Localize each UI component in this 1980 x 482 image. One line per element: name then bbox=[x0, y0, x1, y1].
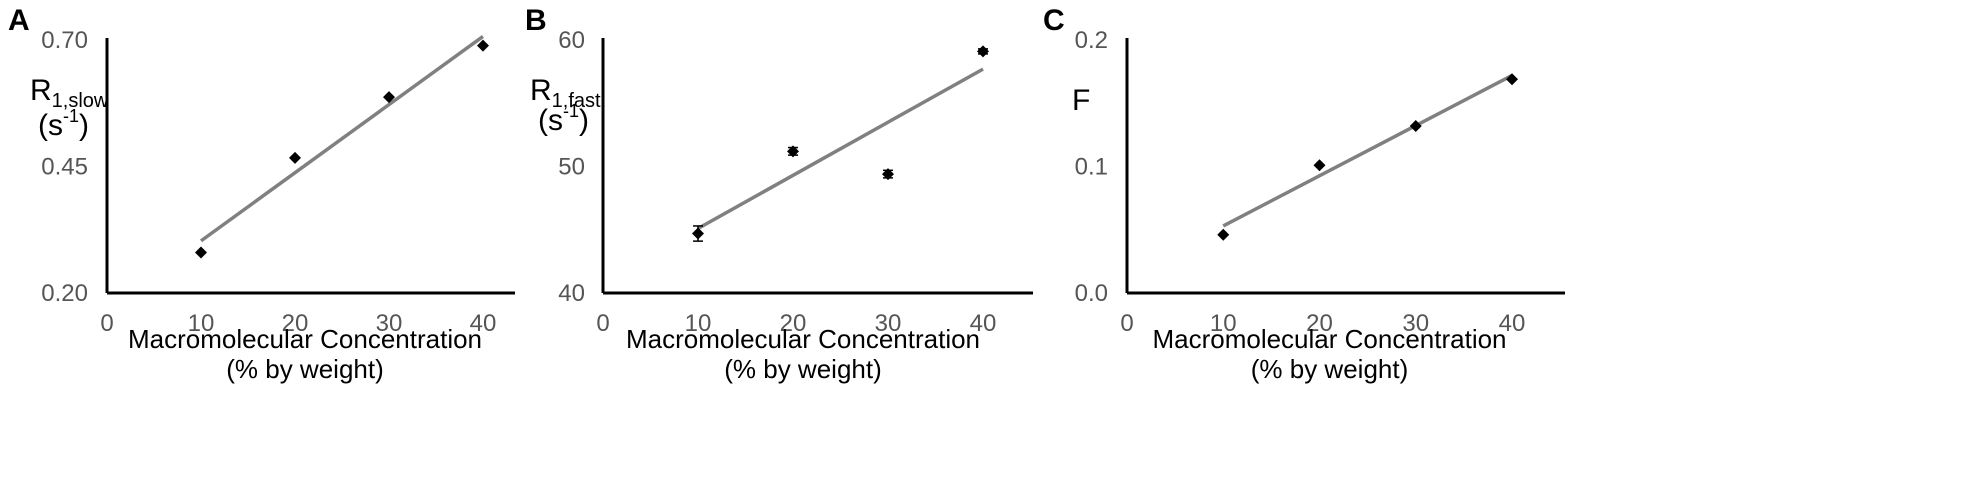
data-point bbox=[977, 45, 989, 58]
x-tick-label: 30 bbox=[875, 310, 902, 337]
panel-label: A bbox=[8, 4, 30, 37]
x-tick-label: 0 bbox=[100, 310, 113, 337]
data-point bbox=[1409, 120, 1422, 133]
x-axis-subtitle: (% by weight) bbox=[226, 354, 384, 384]
x-tick-label: 40 bbox=[1499, 310, 1526, 337]
trend-line bbox=[199, 35, 485, 243]
y-tick-label: 60 bbox=[558, 27, 585, 54]
trend-line bbox=[1222, 73, 1513, 228]
x-tick-label: 0 bbox=[596, 310, 609, 337]
x-axis-subtitle: (% by weight) bbox=[1251, 354, 1409, 384]
x-tick-label: 40 bbox=[970, 310, 997, 337]
x-tick-label: 20 bbox=[1306, 310, 1333, 337]
x-axis-title: Macromolecular Concentration bbox=[626, 324, 980, 354]
y-tick-label: 50 bbox=[558, 154, 585, 181]
data-point bbox=[787, 145, 799, 158]
panel-label: B bbox=[525, 4, 547, 37]
data-point bbox=[477, 39, 489, 52]
x-tick-label: 30 bbox=[1402, 310, 1429, 337]
y-axis-unit: (s-1) bbox=[38, 106, 89, 142]
x-tick-label: 0 bbox=[1120, 310, 1133, 337]
y-tick-label: 0.1 bbox=[1075, 154, 1108, 181]
data-point bbox=[1217, 228, 1230, 241]
x-tick-label: 20 bbox=[282, 310, 309, 337]
trend-line bbox=[697, 67, 984, 231]
x-tick-label: 10 bbox=[188, 310, 215, 337]
y-tick-label: 0.70 bbox=[41, 27, 88, 54]
data-point bbox=[289, 151, 301, 164]
data-point bbox=[1506, 73, 1518, 86]
y-tick-label: 40 bbox=[558, 280, 585, 307]
x-tick-label: 10 bbox=[685, 310, 712, 337]
data-point bbox=[383, 91, 395, 104]
y-tick-label: 0.20 bbox=[41, 280, 88, 307]
y-axis-unit: (s-1) bbox=[538, 101, 589, 137]
data-point bbox=[882, 168, 894, 181]
x-tick-label: 20 bbox=[780, 310, 807, 337]
data-point bbox=[1313, 159, 1326, 172]
x-tick-label: 40 bbox=[470, 310, 497, 337]
y-axis-title: F bbox=[1072, 84, 1090, 117]
y-tick-label: 0.45 bbox=[41, 154, 88, 181]
x-tick-label: 10 bbox=[1210, 310, 1237, 337]
x-axis-title: Macromolecular Concentration bbox=[128, 324, 482, 354]
x-tick-label: 30 bbox=[376, 310, 403, 337]
y-tick-label: 0.0 bbox=[1075, 280, 1108, 307]
x-axis-title: Macromolecular Concentration bbox=[1152, 324, 1506, 354]
panel-label: C bbox=[1043, 4, 1065, 37]
data-point bbox=[195, 246, 207, 259]
x-axis-subtitle: (% by weight) bbox=[724, 354, 882, 384]
y-tick-label: 0.2 bbox=[1075, 27, 1108, 54]
data-point bbox=[692, 227, 704, 240]
